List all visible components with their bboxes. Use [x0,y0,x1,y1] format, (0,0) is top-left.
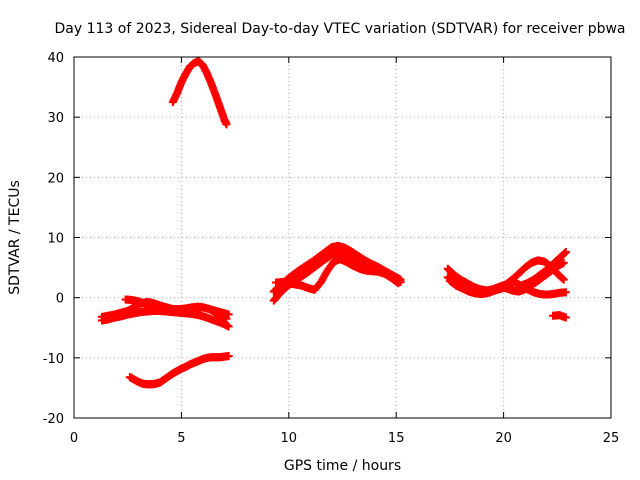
grid [74,57,611,418]
y-tick-label: 10 [47,232,64,247]
series-arc-evening-d [516,247,570,290]
y-tick-label: 20 [47,171,64,186]
data-point-interp [558,274,567,283]
y-tick-label: 0 [56,292,64,307]
data-point [224,322,233,331]
data-point-interp [560,248,569,257]
y-tick-label: -10 [43,352,64,367]
data-point [559,275,568,284]
chart-title: Day 113 of 2023, Sidereal Day-to-day VTE… [54,21,625,37]
x-tick-label: 25 [603,431,620,446]
y-tick-label: 40 [47,51,64,66]
series-arc-evening-e [549,311,570,322]
x-tick-label: 0 [70,431,78,446]
y-axis-label: SDTVAR / TECUs [7,180,23,295]
data-point [561,288,570,297]
data-markers [97,57,570,389]
axis-ticks: 0 5 10 15 20 25 -20 -10 0 10 20 30 40 [43,51,620,446]
series-arc-afternoon-c [271,255,403,294]
y-tick-label: 30 [47,111,64,126]
series-arc-mid-c [121,295,231,323]
x-tick-label: 10 [281,431,298,446]
series-arc-high [168,57,231,129]
x-tick-label: 15 [388,431,405,446]
x-tick-label: 5 [177,431,185,446]
data-point [561,313,570,322]
x-axis-label: GPS time / hours [284,458,401,474]
data-point [224,352,233,361]
data-point [222,120,231,129]
data-point [561,247,570,256]
y-tick-label: -20 [43,412,64,427]
data-point [559,258,568,267]
series-arc-low [125,352,233,389]
data-point [394,279,403,288]
data-point [222,314,231,323]
x-tick-label: 20 [495,431,512,446]
